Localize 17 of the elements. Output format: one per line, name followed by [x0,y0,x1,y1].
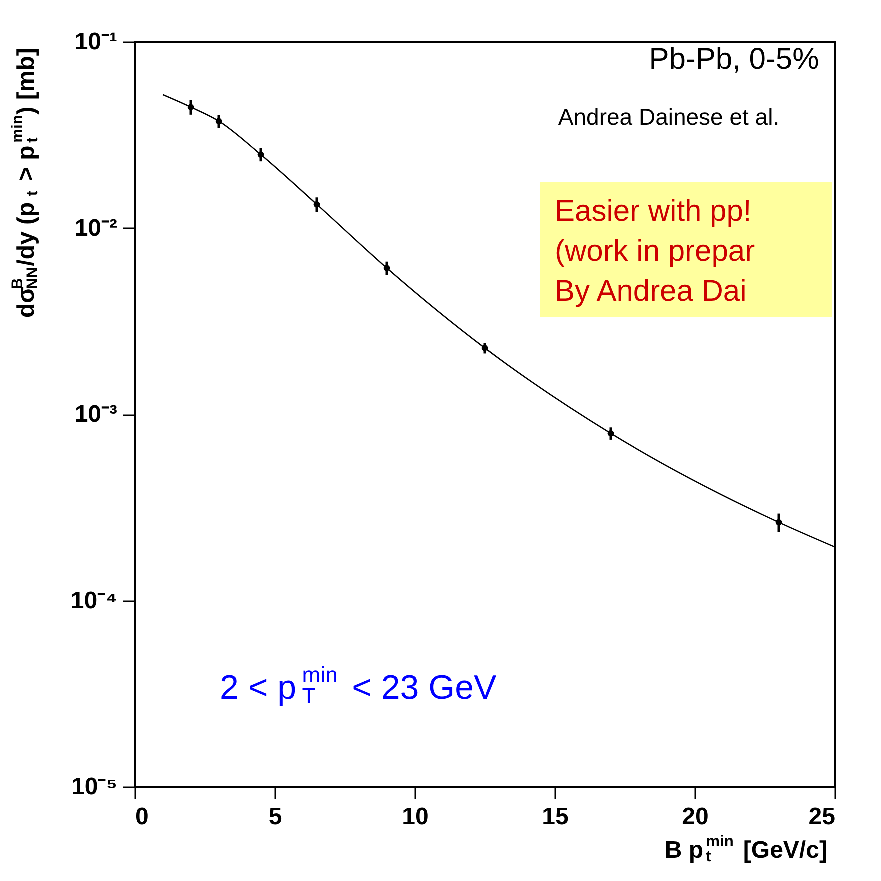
annotation: By Andrea Dai [555,275,747,308]
y-tick-label: 10⁻² [74,214,118,242]
y-tick-label: 10⁻⁵ [72,774,118,800]
x-tick-label: 0 [136,804,149,830]
y-tick-label: 10⁻⁴ [70,587,118,614]
annotation: Pb-Pb, 0-5% [649,43,820,76]
x-tick-label: 5 [268,804,282,830]
annotation: Easier with pp! [555,195,752,228]
text: dσNNB/dy (pt > ptmin) [mb] [9,48,42,318]
annotation: (work in prepar [555,235,756,268]
x-tick-label: 20 [682,804,709,830]
x-tick-label: 25 [808,804,836,830]
y-tick-label: 10⁻¹ [74,28,118,56]
y-tick-label: 10⁻³ [74,401,118,428]
x-tick-label: 10 [402,804,429,830]
x-tick-label: 15 [542,804,569,830]
annotation: Andrea Dainese et al. [558,104,780,130]
